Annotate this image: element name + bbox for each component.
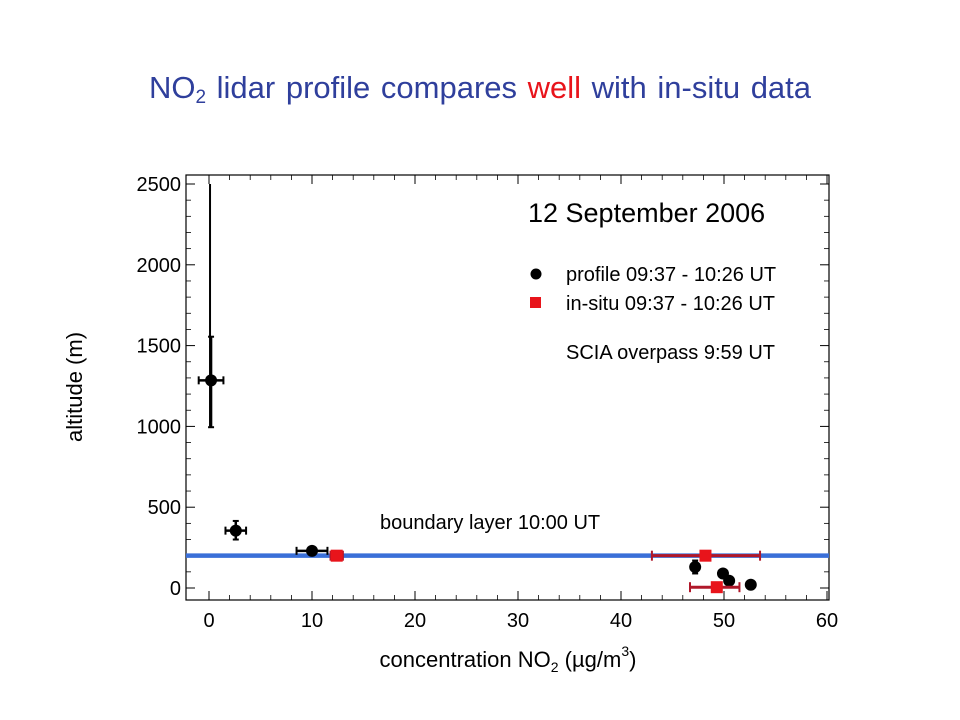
y-tick-label: 2000 bbox=[137, 255, 182, 277]
title-end: with in-situ data bbox=[581, 70, 812, 105]
title-no: NO bbox=[148, 70, 196, 105]
y-tick-label: 1000 bbox=[137, 416, 182, 438]
profile-point bbox=[723, 574, 736, 587]
legend-label-insitu: in-situ 09:37 - 10:26 UT bbox=[566, 293, 775, 315]
title-subscript: 2 bbox=[195, 87, 207, 108]
profile-point bbox=[205, 374, 218, 387]
title-middle: lidar profile compares bbox=[206, 70, 528, 105]
axis-ticks: 0 10 20 30 40 50 60 0 500 1000 1500 2000 2500 bbox=[137, 174, 839, 632]
x-axis-label: concentration NO2 (µg/m3) bbox=[380, 643, 637, 675]
y-tick-label: 0 bbox=[170, 578, 181, 600]
slide-title: NO2 lidar profile compares well with in-… bbox=[0, 70, 960, 109]
data-marks bbox=[197, 335, 762, 594]
boundary-layer-label: boundary layer 10:00 UT bbox=[380, 512, 600, 534]
insitu-point bbox=[710, 581, 723, 594]
x-tick-label: 0 bbox=[203, 610, 214, 632]
legend: profile 09:37 - 10:26 UT in-situ 09:37 -… bbox=[530, 264, 776, 315]
profile-point bbox=[306, 544, 318, 557]
insitu-point bbox=[330, 549, 343, 562]
x-tick-label: 10 bbox=[301, 610, 323, 632]
legend-marker-insitu bbox=[530, 297, 541, 308]
profile-point bbox=[229, 524, 242, 537]
x-tick-label: 50 bbox=[713, 610, 735, 632]
plot-frame bbox=[185, 174, 830, 601]
title-highlight-word: well bbox=[527, 70, 582, 105]
insitu-point bbox=[699, 549, 712, 562]
profile-point bbox=[744, 578, 757, 591]
annotation-scia-overpass: SCIA overpass 9:59 UT bbox=[566, 342, 775, 364]
legend-marker-profile bbox=[530, 268, 542, 280]
x-tick-label: 40 bbox=[610, 610, 632, 632]
chart-title: 12 September 2006 bbox=[528, 198, 765, 228]
y-axis-label: altitude (m) bbox=[62, 332, 87, 442]
x-tick-label: 60 bbox=[816, 610, 838, 632]
y-tick-label: 1500 bbox=[137, 336, 182, 358]
reference-lines bbox=[186, 184, 829, 558]
x-tick-label: 20 bbox=[404, 610, 426, 632]
y-tick-label: 2500 bbox=[137, 174, 182, 196]
y-tick-label: 500 bbox=[148, 497, 181, 519]
legend-label-profile: profile 09:37 - 10:26 UT bbox=[566, 264, 776, 286]
x-tick-label: 30 bbox=[507, 610, 529, 632]
profile-point bbox=[689, 560, 702, 573]
